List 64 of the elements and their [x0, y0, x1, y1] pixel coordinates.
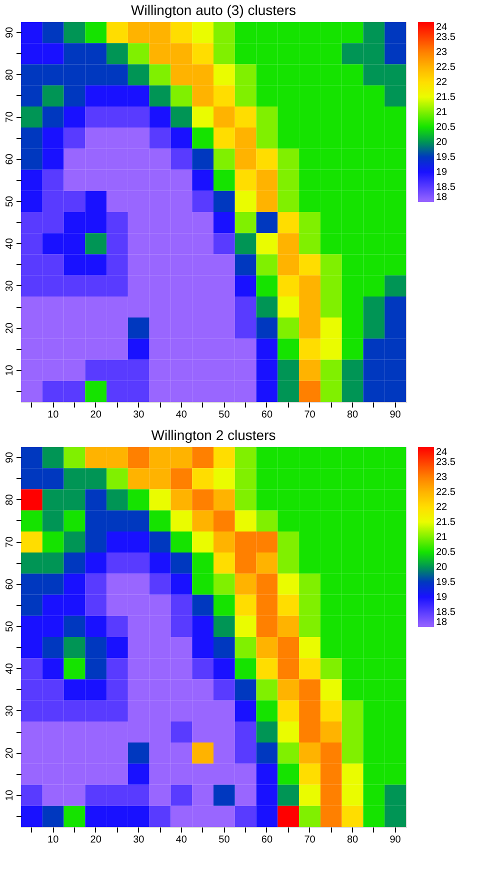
chart-title: Willington auto (3) clusters	[131, 2, 296, 18]
color-bar-label: 22.5	[436, 487, 456, 498]
color-bar-label: 22	[436, 77, 448, 88]
color-bar-label: 23	[436, 47, 448, 58]
x-tick-label: 10	[48, 410, 60, 420]
color-bar-label: 20.5	[436, 122, 456, 133]
color-bar-label: 20.5	[436, 547, 456, 558]
x-tick-label: 80	[346, 410, 359, 420]
x-tick-label: 70	[304, 834, 316, 846]
x-tick-label: 30	[133, 834, 145, 846]
x-tick-label: 90	[390, 410, 402, 420]
color-bar-label: 19	[436, 592, 448, 603]
x-tick-label: 50	[218, 410, 230, 420]
x-tick-label: 80	[346, 834, 359, 846]
color-bar-label: 20	[436, 137, 448, 148]
color-bar-label: 19.5	[436, 152, 456, 163]
x-tick-label: 10	[48, 834, 60, 846]
x-tick-label: 30	[133, 410, 145, 420]
color-bar-label: 21.5	[436, 517, 456, 528]
x-tick-label: 40	[176, 834, 188, 846]
color-bar-label: 23.5	[436, 457, 456, 468]
y-tick-label: 20	[4, 322, 16, 334]
color-bar-label: 20	[436, 562, 448, 573]
color-bar-label: 18	[436, 192, 448, 203]
color-bar-label: 23.5	[436, 32, 456, 43]
x-tick-label: 90	[390, 834, 402, 846]
x-tick-label: 50	[218, 834, 230, 846]
color-bar-label: 21	[436, 532, 448, 543]
color-bar-label: 22.5	[436, 62, 456, 73]
x-tick-label: 20	[90, 834, 102, 846]
color-bar-label: 19.5	[436, 577, 456, 588]
y-tick-label: 40	[4, 662, 16, 674]
chart-title: Willington 2 clusters	[151, 427, 276, 443]
y-tick-label: 80	[4, 68, 16, 80]
color-bar-label: 24	[436, 447, 448, 458]
y-tick-label: 30	[4, 280, 16, 292]
y-tick-label: 40	[4, 238, 16, 250]
x-tick-label: 60	[261, 834, 273, 846]
y-tick-label: 50	[4, 195, 16, 208]
y-tick-label: 70	[4, 536, 16, 548]
color-bar-label: 24	[436, 22, 448, 33]
y-tick-label: 80	[4, 494, 16, 506]
y-tick-label: 10	[4, 789, 16, 801]
y-tick-label: 20	[4, 747, 16, 759]
x-tick-label: 70	[304, 410, 316, 420]
color-bar-label: 18	[436, 617, 448, 628]
color-bar-label: 18.5	[436, 607, 456, 618]
y-tick-label: 10	[4, 364, 16, 376]
color-bar-label: 19	[436, 167, 448, 178]
color-bar-label: 18.5	[436, 182, 456, 193]
y-tick-label: 50	[4, 620, 16, 632]
y-tick-label: 60	[4, 578, 16, 590]
y-tick-label: 90	[4, 26, 16, 38]
x-tick-label: 40	[176, 410, 188, 420]
color-bar-label: 22	[436, 502, 448, 513]
x-tick-label: 20	[90, 410, 102, 420]
color-bar-label: 21	[436, 107, 448, 118]
x-tick-label: 60	[261, 410, 273, 420]
color-bar-label: 21.5	[436, 92, 456, 103]
color-bar-label: 23	[436, 472, 448, 483]
y-tick-label: 70	[4, 111, 16, 123]
y-tick-label: 30	[4, 704, 16, 716]
y-tick-label: 60	[4, 153, 16, 165]
y-tick-label: 90	[4, 452, 16, 464]
